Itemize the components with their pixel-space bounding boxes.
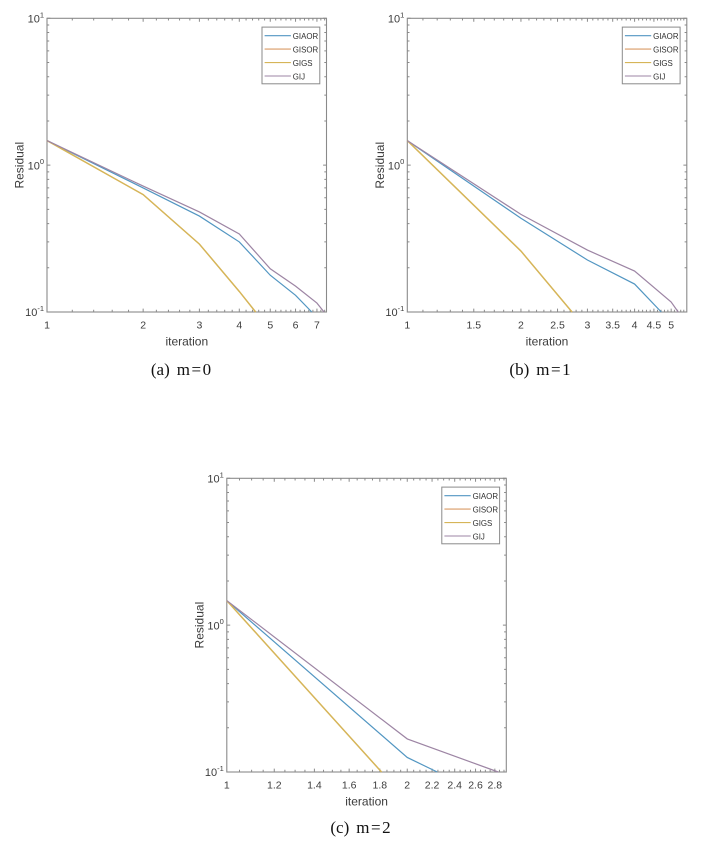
svg-text:7: 7 (314, 319, 320, 331)
svg-text:GIJ: GIJ (293, 72, 305, 81)
svg-text:2: 2 (140, 319, 146, 331)
svg-text:GIGS: GIGS (653, 59, 673, 68)
svg-text:(c)m=2: (c) m=2 (330, 818, 390, 837)
svg-text:2: 2 (518, 319, 524, 331)
svg-text:2.2: 2.2 (425, 779, 440, 791)
svg-text:5: 5 (668, 319, 674, 331)
svg-text:GISOR: GISOR (653, 46, 679, 55)
svg-text:(a)m=0: (a) m=0 (151, 360, 211, 379)
svg-text:(b)m=1: (b) m=1 (509, 360, 570, 379)
svg-text:2.5: 2.5 (550, 319, 565, 331)
svg-text:5: 5 (267, 319, 273, 331)
svg-text:iteration: iteration (345, 795, 388, 809)
svg-text:2.8: 2.8 (487, 779, 502, 791)
svg-text:GIJ: GIJ (473, 532, 485, 541)
svg-text:1.5: 1.5 (466, 319, 481, 331)
svg-text:4: 4 (632, 319, 638, 331)
svg-text:1.2: 1.2 (267, 779, 282, 791)
svg-text:GISOR: GISOR (293, 46, 319, 55)
svg-text:iteration: iteration (526, 335, 569, 349)
svg-text:Residual: Residual (192, 602, 206, 649)
svg-text:GIJ: GIJ (653, 72, 665, 81)
svg-text:GIAOR: GIAOR (653, 32, 679, 41)
svg-text:2: 2 (404, 779, 410, 791)
svg-text:6: 6 (293, 319, 299, 331)
svg-text:3: 3 (196, 319, 202, 331)
svg-text:GISOR: GISOR (473, 506, 499, 515)
svg-text:3.5: 3.5 (605, 319, 620, 331)
svg-text:2.6: 2.6 (468, 779, 483, 791)
svg-text:4: 4 (236, 319, 242, 331)
svg-text:iteration: iteration (165, 335, 208, 349)
svg-text:1: 1 (404, 319, 410, 331)
svg-text:1: 1 (224, 779, 230, 791)
svg-text:1.8: 1.8 (372, 779, 387, 791)
svg-text:GIAOR: GIAOR (473, 492, 499, 501)
svg-text:4.5: 4.5 (647, 319, 662, 331)
svg-text:3: 3 (584, 319, 590, 331)
svg-text:2.4: 2.4 (447, 779, 462, 791)
svg-text:1: 1 (44, 319, 50, 331)
svg-text:1.4: 1.4 (307, 779, 322, 791)
svg-text:GIAOR: GIAOR (293, 32, 319, 41)
svg-text:Residual: Residual (13, 142, 27, 189)
svg-text:Residual: Residual (373, 142, 387, 189)
svg-text:GIGS: GIGS (473, 519, 493, 528)
svg-text:1.6: 1.6 (342, 779, 357, 791)
svg-text:GIGS: GIGS (293, 59, 313, 68)
